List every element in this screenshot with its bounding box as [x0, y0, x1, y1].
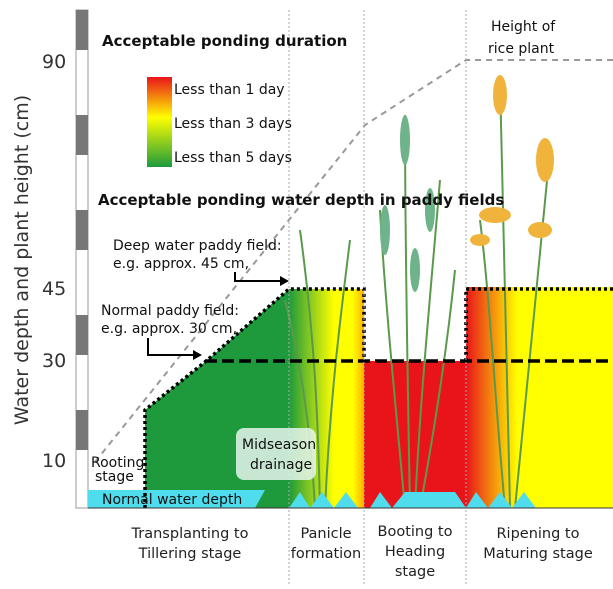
rooting-label: Rooting [91, 455, 144, 471]
depth-limit [464, 287, 613, 361]
axis-label: Water depth and plant height (cm) [11, 95, 33, 425]
plant-height-label: Height of [491, 19, 556, 35]
plant-height-label: rice plant [488, 41, 555, 57]
legend-item: Less than 3 days [174, 116, 292, 132]
legend-title: Acceptable ponding duration [102, 32, 347, 50]
tick-label: 30 [42, 350, 66, 372]
grains [470, 75, 554, 246]
tick-label: 90 [42, 51, 66, 73]
note: Normal paddy field: [101, 303, 239, 319]
axis-bar [75, 9, 89, 509]
label-box [236, 428, 316, 480]
legend-gradient [147, 77, 172, 167]
depth-limit [143, 287, 366, 508]
legend-item: Less than 5 days [174, 150, 292, 166]
stage-label: Booting to [378, 524, 453, 540]
plants [284, 79, 551, 509]
note: Deep water paddy field: [113, 238, 282, 254]
stage-label: formation [291, 546, 361, 562]
arrows [147, 272, 280, 356]
gradient-area [466, 287, 613, 508]
stage-label: Panicle [300, 526, 351, 542]
panicles [380, 115, 435, 292]
stage-label: Tillering stage [138, 546, 242, 562]
legend-item: Less than 1 day [174, 82, 285, 98]
water [289, 492, 536, 508]
stage-label: Ripening to [496, 526, 579, 542]
stage-label: Heading [385, 544, 445, 560]
stage-label: Transplanting to [131, 526, 249, 542]
midseason-label: Midseason [242, 437, 316, 453]
note: e.g. approx. 45 cm, [113, 256, 249, 272]
stage-label: stage [395, 564, 435, 580]
stage-label: Maturing stage [483, 546, 593, 562]
midseason-label: drainage [250, 457, 312, 473]
water-label: Normal water depth [102, 492, 242, 508]
note: e.g. approx. 30 cm, [101, 321, 237, 337]
tick-label: 45 [42, 278, 66, 300]
tick-label: 10 [42, 450, 66, 472]
rooting-label: stage [95, 469, 134, 485]
red-area [364, 361, 466, 508]
water [88, 490, 265, 508]
note-title: Acceptable ponding water depth in paddy … [98, 191, 504, 209]
